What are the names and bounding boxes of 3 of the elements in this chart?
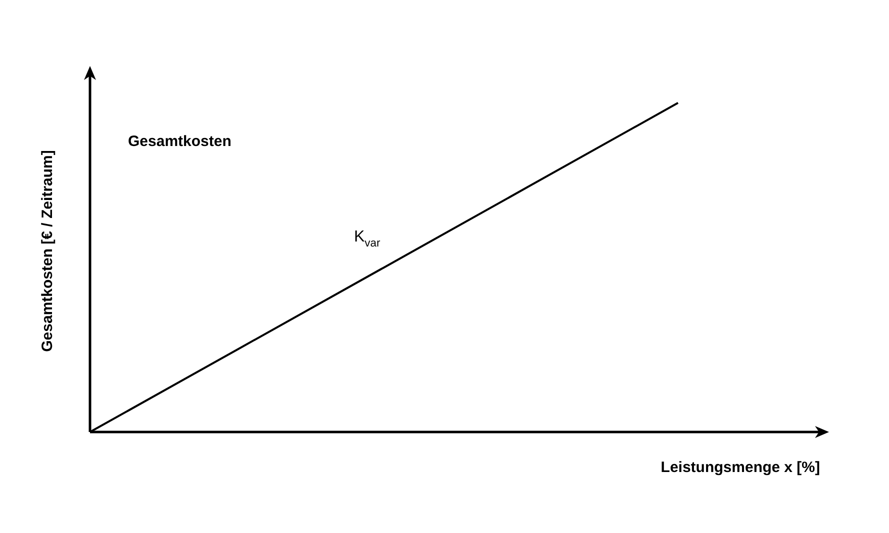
text: Gesamtkosten [128, 133, 232, 150]
x-axis-title: Leistungsmenge x [%] [660, 459, 820, 476]
y-axis-title: Gesamtkosten [€ / Zeitraum] [39, 150, 56, 352]
